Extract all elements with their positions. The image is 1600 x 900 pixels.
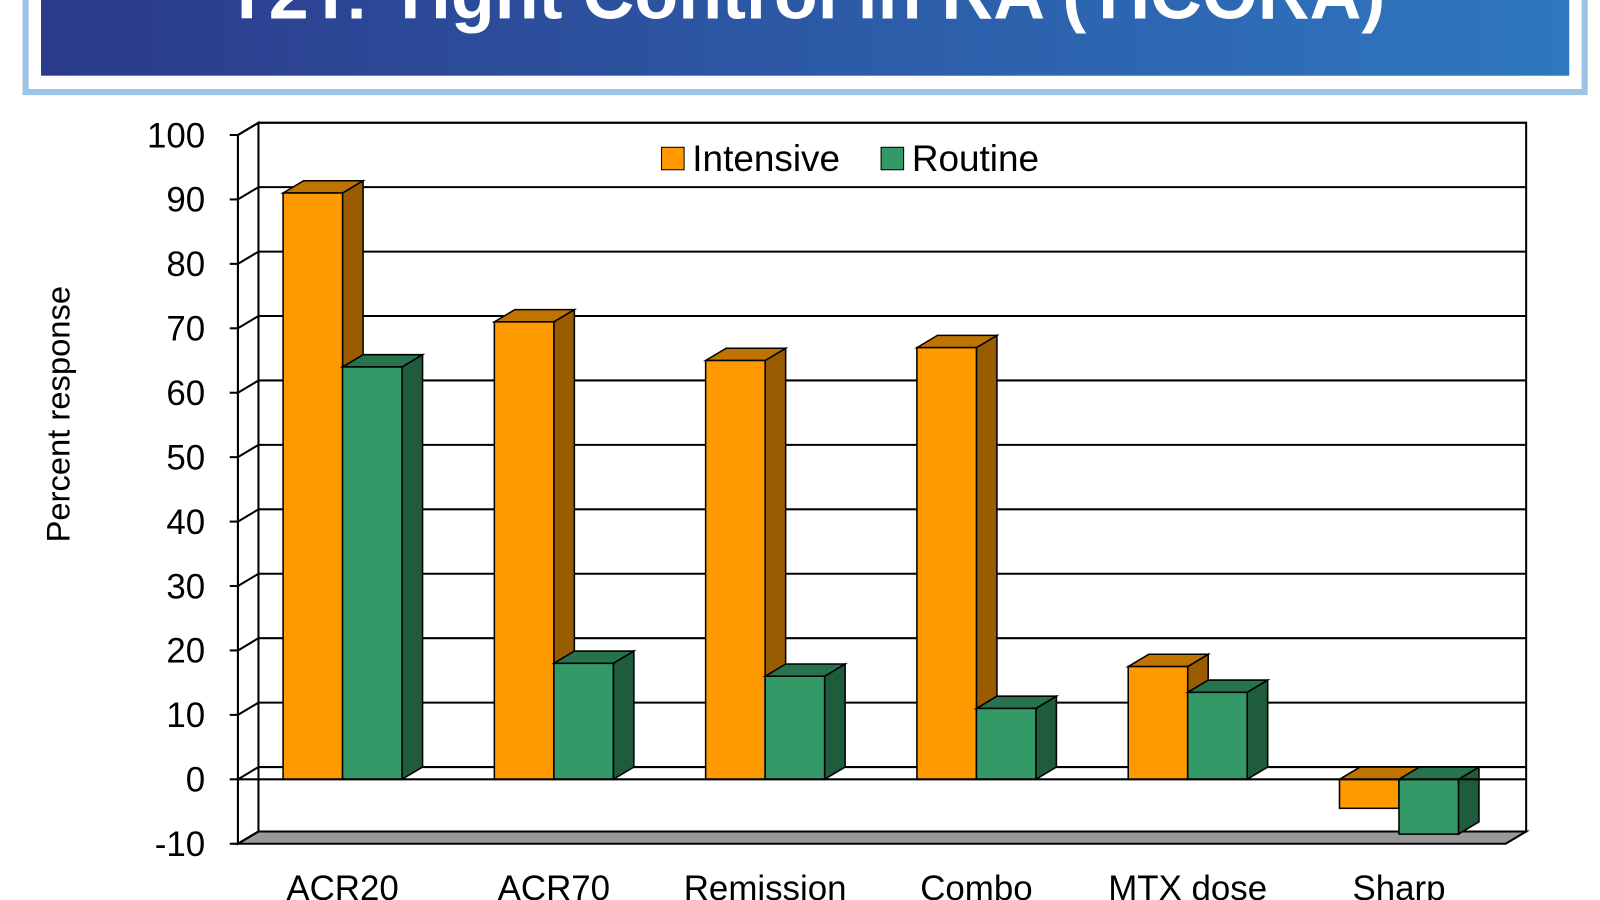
y-tick-label: 0 — [186, 761, 205, 800]
grid-line-side — [237, 315, 259, 330]
x-tick-label: Combo — [920, 869, 1032, 900]
bar-front — [493, 321, 555, 781]
grid-line-side — [237, 830, 259, 845]
title-banner — [41, 0, 1570, 76]
y-tick-label: 90 — [166, 181, 205, 220]
grid-line — [237, 830, 1527, 845]
bar — [1184, 678, 1271, 781]
bar — [1396, 765, 1482, 836]
legend-label: Intensive — [692, 138, 840, 179]
bar-front — [1338, 778, 1400, 810]
y-tick-label: 70 — [166, 310, 205, 349]
bar-front — [764, 675, 826, 781]
bar-front — [553, 662, 615, 781]
y-tick-label: 60 — [166, 374, 205, 413]
bar-front — [704, 359, 766, 781]
grid-line — [237, 572, 1527, 587]
x-tick-label: Remission — [684, 869, 847, 900]
side-wall — [236, 120, 260, 846]
floor — [234, 830, 1530, 845]
y-axis-label: Percent response — [40, 286, 77, 542]
plot-area: -10 0 10 20 30 40 50 60 70 80 90 100 ACR20 ACR70 Remis… — [147, 116, 1530, 900]
grid-line-side — [237, 379, 259, 394]
grid-line — [237, 315, 1527, 330]
grid-line — [237, 121, 1527, 136]
y-tick-label: 80 — [166, 245, 205, 284]
bar — [551, 649, 637, 781]
grid-line — [237, 443, 1527, 459]
bar-side — [612, 649, 635, 781]
y-tick-label: 50 — [166, 438, 205, 477]
y-tick-label: 20 — [166, 632, 205, 671]
back-wall — [257, 121, 1528, 833]
bar-front — [975, 707, 1037, 781]
grid-line-side — [237, 186, 259, 201]
bar-front — [1127, 665, 1189, 781]
grid-line — [237, 508, 1527, 523]
grid-line — [237, 701, 1527, 716]
bar-front — [1186, 691, 1248, 781]
grid-line — [237, 250, 1527, 265]
bar-side — [1246, 678, 1269, 781]
bar-front — [341, 366, 403, 781]
grid-line — [237, 186, 1527, 201]
x-tick-label: ACR20 — [286, 869, 398, 900]
grid-line-side — [237, 508, 259, 523]
y-tick-label: -10 — [155, 825, 205, 864]
bar-front — [282, 192, 344, 781]
grid-line-side — [237, 766, 259, 781]
x-tick-label: Sharp — [1352, 869, 1445, 900]
bar-side — [823, 662, 846, 781]
bar-front — [1398, 778, 1460, 835]
grid-line-side — [237, 444, 259, 459]
bar-front — [916, 346, 978, 781]
chart-title: T2T: Tight Control in RA (TICORA) — [225, 0, 1385, 34]
legend-swatch — [661, 146, 685, 171]
grid-line — [237, 379, 1527, 394]
y-tick-label: 10 — [166, 696, 205, 735]
grid-line-side — [237, 121, 259, 136]
bar-side — [401, 353, 424, 781]
bar — [914, 333, 1000, 781]
grid-line-side — [237, 637, 259, 652]
legend-label: Routine — [912, 138, 1039, 179]
legend-swatch — [880, 146, 905, 171]
grid-line-side — [237, 250, 259, 265]
grid-line-side — [237, 701, 259, 716]
x-tick-label: MTX dose — [1108, 869, 1267, 900]
y-tick-label: 40 — [166, 503, 205, 542]
bar-side — [1035, 694, 1058, 781]
x-tick-label: ACR70 — [498, 869, 610, 900]
y-tick-label: 100 — [147, 116, 205, 155]
grid-line-side — [237, 572, 259, 587]
grid-line — [237, 766, 1527, 781]
bar — [762, 662, 848, 781]
grid-line — [237, 637, 1527, 652]
bar — [973, 694, 1060, 781]
y-tick-label: 30 — [166, 567, 205, 606]
bar — [339, 353, 426, 781]
